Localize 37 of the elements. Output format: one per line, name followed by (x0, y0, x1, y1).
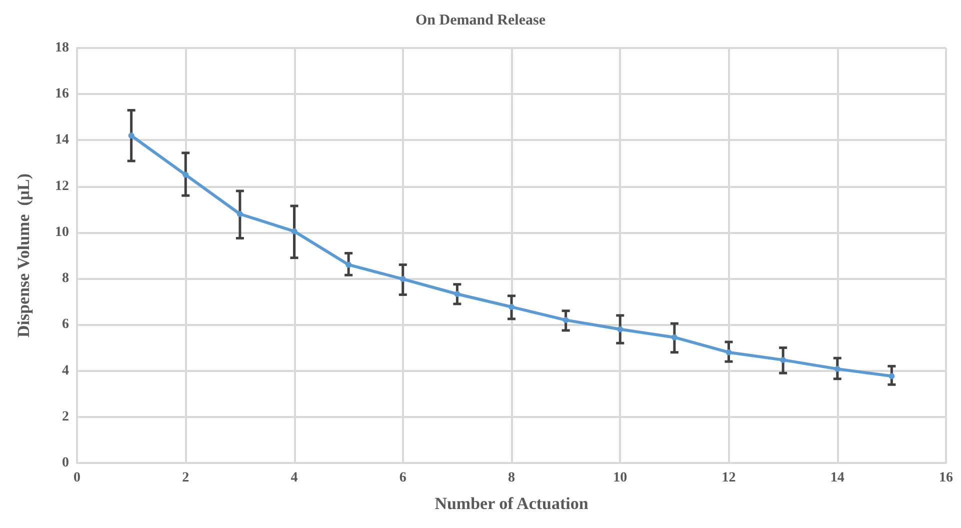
y-tick-label: 12 (55, 178, 69, 194)
x-axis-title: Number of Actuation (434, 494, 589, 513)
x-tick-label: 14 (830, 470, 844, 486)
point (236, 211, 243, 217)
y-tick-label: 14 (55, 132, 69, 148)
y-tick-label: 16 (55, 86, 69, 102)
point (454, 291, 460, 297)
point (182, 172, 189, 178)
point (780, 356, 786, 363)
x-tick-label: 2 (182, 470, 190, 486)
point (834, 366, 840, 372)
x-tick-label: 6 (399, 470, 406, 486)
y-axis-title: Dispense Volume (μL) (14, 173, 33, 338)
y-tick-label: 8 (62, 271, 69, 286)
point (291, 228, 298, 234)
y-tick-label: 0 (62, 456, 69, 470)
chart-title: On Demand Release (416, 12, 546, 28)
y-tick-label: 6 (62, 317, 69, 332)
x-tick-label: 12 (722, 470, 736, 486)
point (128, 132, 134, 139)
point (562, 317, 569, 324)
y-tick-label: 4 (62, 363, 69, 378)
point (726, 349, 732, 356)
point (346, 262, 352, 268)
y-tick-label: 10 (55, 224, 69, 240)
point (617, 326, 624, 332)
x-tick-label: 0 (74, 470, 80, 486)
x-tick-label: 16 (939, 470, 953, 486)
point (400, 276, 406, 282)
x-tick-label: 10 (613, 470, 628, 486)
y-tick-label: 2 (62, 409, 69, 424)
x-tick-label: 8 (508, 470, 515, 486)
y-tick-label: 18 (55, 40, 69, 56)
x-tick-label: 4 (290, 470, 298, 486)
point (888, 373, 895, 380)
point (671, 334, 678, 340)
point (508, 304, 514, 310)
